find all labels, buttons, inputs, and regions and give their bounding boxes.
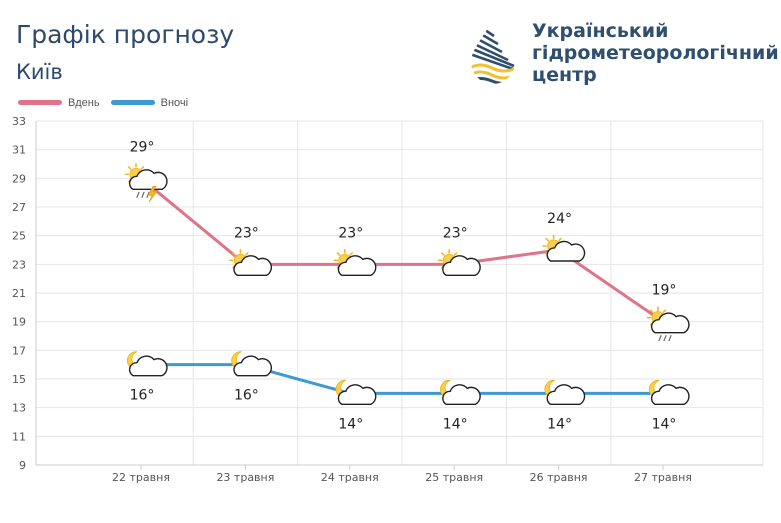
moon-cloud-icon — [648, 379, 690, 406]
sun-cloud-icon — [542, 234, 586, 262]
night-temperature-label: 16° — [130, 388, 155, 404]
x-tick-label: 26 травня — [530, 471, 588, 484]
night-temperature-label: 14° — [338, 416, 363, 432]
y-tick-label: 19 — [12, 316, 26, 329]
sun-cloud-rain-icon — [646, 306, 690, 342]
sun-cloud-icon — [437, 249, 481, 277]
page-title: Графік прогнозу — [16, 20, 235, 49]
x-tick-label: 23 травня — [216, 471, 274, 484]
sun-cloud-icon — [229, 249, 273, 277]
y-tick-label: 23 — [12, 258, 26, 271]
x-tick-label: 27 травня — [634, 471, 692, 484]
legend-item-day[interactable]: Вдень — [18, 97, 100, 109]
night-temperature-label: 16° — [234, 388, 259, 404]
y-tick-label: 21 — [12, 287, 26, 300]
night-temperature-label: 14° — [443, 416, 468, 432]
x-tick-label: 24 травня — [321, 471, 379, 484]
organization-name-line3: центр — [532, 64, 597, 86]
drop-waves-logo-icon — [471, 20, 515, 84]
sun-cloud-icon — [333, 249, 377, 277]
y-tick-label: 11 — [12, 430, 26, 443]
moon-cloud-icon — [544, 379, 586, 406]
x-tick-label: 22 травня — [112, 471, 170, 484]
sun-cloud-thunder-rain-icon — [124, 163, 168, 203]
y-tick-label: 31 — [12, 144, 26, 157]
legend-label-night: Вночі — [160, 96, 189, 109]
y-tick-label: 29 — [12, 172, 26, 185]
x-tick-label: 25 травня — [425, 471, 483, 484]
night-temperature-label: 14° — [652, 416, 677, 432]
legend-label-day: Вдень — [68, 96, 100, 109]
moon-cloud-icon — [440, 379, 481, 406]
day-temperature-label: 24° — [547, 211, 572, 227]
chart-legend: Вдень Вночі — [18, 96, 196, 109]
organization-name-line2: гідрометеорологічний — [532, 42, 779, 64]
legend-item-night[interactable]: Вночі — [110, 96, 189, 109]
organization-name-line1: Український — [532, 20, 669, 42]
y-tick-label: 25 — [12, 230, 26, 243]
legend-swatch-night — [110, 100, 155, 105]
legend-swatch-day — [18, 100, 62, 105]
y-tick-label: 27 — [12, 201, 26, 214]
city-name: Київ — [16, 60, 63, 84]
y-tick-label: 15 — [12, 373, 26, 386]
day-temperature-label: 23° — [338, 225, 363, 241]
day-temperature-label: 23° — [443, 225, 468, 241]
y-tick-label: 17 — [12, 344, 26, 357]
y-tick-label: 33 — [12, 115, 26, 128]
organization-name: Український гідрометеорологічний центр — [532, 20, 779, 86]
y-tick-label: 13 — [12, 402, 26, 415]
moon-cloud-icon — [231, 351, 273, 377]
moon-cloud-icon — [335, 379, 377, 406]
y-tick-label: 9 — [19, 459, 26, 472]
day-temperature-label: 19° — [652, 283, 677, 299]
day-temperature-label: 29° — [130, 139, 155, 155]
moon-cloud-icon — [126, 351, 168, 377]
day-temperature-label: 23° — [234, 225, 259, 241]
night-temperature-label: 14° — [547, 416, 572, 432]
day-series-line — [140, 177, 664, 323]
